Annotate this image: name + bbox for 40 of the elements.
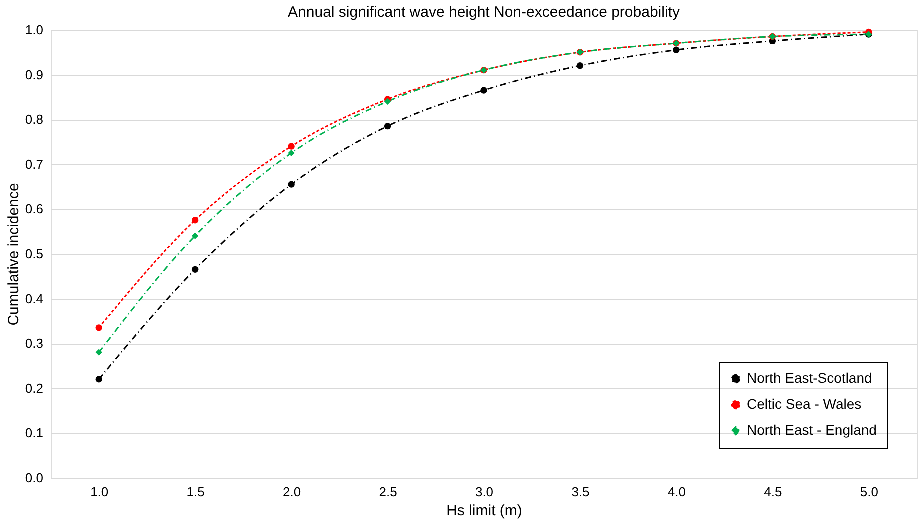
y-tick-label: 0.3 xyxy=(25,336,44,352)
point xyxy=(384,98,392,106)
point xyxy=(288,181,295,188)
point xyxy=(96,324,102,332)
y-axis-title: Cumulative incidence xyxy=(5,183,22,326)
point xyxy=(673,46,680,54)
y-tick-label: 1.0 xyxy=(25,22,44,38)
y-tick-label: 0.5 xyxy=(25,246,44,262)
point xyxy=(288,150,295,157)
point xyxy=(96,376,102,383)
chart-title: Annual significant wave height Non-exceedance probability xyxy=(288,4,680,21)
x-tick-label: 3.0 xyxy=(475,484,494,500)
point xyxy=(96,349,102,356)
x-tick-label: 5.0 xyxy=(860,484,878,500)
legend-label: Celtic Sea - Wales xyxy=(747,396,862,412)
x-tick-label: 3.5 xyxy=(572,484,590,500)
x-axis-title: Hs limit (m) xyxy=(446,502,522,520)
point xyxy=(576,62,584,70)
x-tick-label: 2.5 xyxy=(379,484,398,500)
y-tick-label: 0.0 xyxy=(25,470,44,486)
y-tick-label: 0.4 xyxy=(25,291,44,306)
point xyxy=(480,87,488,94)
point xyxy=(288,143,295,150)
x-tick-label: 1.0 xyxy=(90,484,109,500)
x-tick-label: 4.0 xyxy=(668,484,686,500)
point xyxy=(192,266,199,274)
x-tick-label: 1.5 xyxy=(186,484,205,500)
legend-label: North East-Scotland xyxy=(747,370,872,386)
point xyxy=(192,232,199,240)
y-tick-label: 0.2 xyxy=(25,380,44,396)
y-tick-label: 0.1 xyxy=(25,426,44,441)
y-tick-label: 0.8 xyxy=(25,112,44,128)
legend-label: North East - England xyxy=(747,422,877,438)
point xyxy=(192,217,199,224)
x-tick-label: 2.0 xyxy=(283,484,302,500)
y-tick-label: 0.9 xyxy=(25,67,44,82)
point xyxy=(384,122,392,130)
x-tick-label: 4.5 xyxy=(764,484,782,500)
y-tick-label: 0.7 xyxy=(25,156,44,172)
y-tick-label: 0.6 xyxy=(25,202,44,217)
